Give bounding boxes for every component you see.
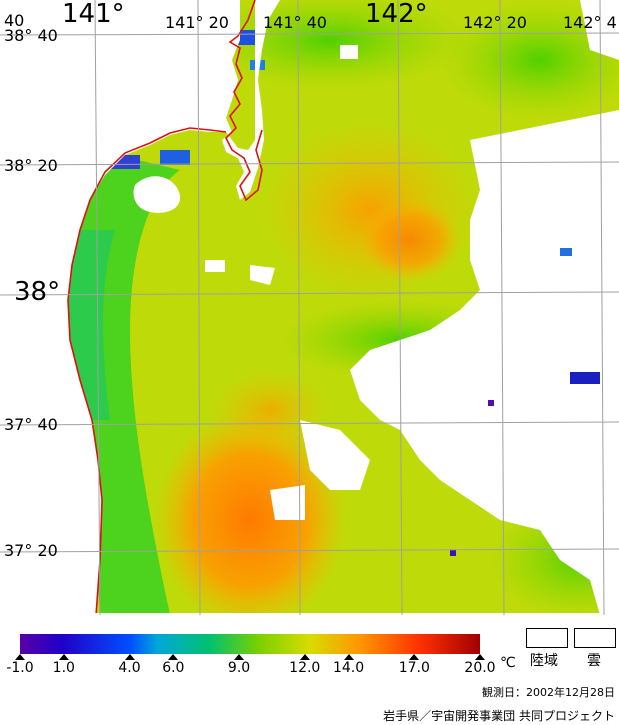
lon-label-142: 142°: [365, 0, 428, 29]
scale-tick-label: 20.0: [464, 660, 496, 676]
scale-tick-mark: [299, 654, 310, 660]
land-label: 陸域: [530, 653, 558, 669]
scale-tick-label: 1.0: [52, 660, 75, 676]
scale-tick-mark: [15, 654, 25, 660]
lat-label-38: 38°: [14, 277, 60, 307]
scale-tick-label: 9.0: [227, 660, 251, 676]
lon-label-141: 141°: [62, 0, 125, 29]
scale-tick-label: 17.0: [398, 660, 430, 676]
sst-map: 40 141° 141° 20 141° 40 142° 142° 20 142…: [0, 0, 619, 615]
lat-label-37-40: 37° 40: [4, 415, 58, 434]
scale-tick-mark: [234, 654, 245, 660]
lon-label-142-40: 142° 4: [563, 13, 617, 32]
lat-label-38-20: 38° 20: [4, 156, 58, 175]
grid-labels: 40 141° 141° 20 141° 40 142° 142° 20 142…: [4, 0, 617, 560]
scale-tick-mark: [343, 654, 354, 660]
corner-label: 40: [4, 11, 24, 30]
scale-tick-mark: [475, 654, 485, 660]
lon-label-141-20: 141° 20: [165, 13, 229, 32]
lon-label-142-20: 142° 20: [463, 13, 527, 32]
scale-tick-mark: [58, 654, 69, 660]
cloud-swatch: [574, 628, 616, 648]
observation-date: 観測日：2002年12月28日: [482, 686, 615, 699]
cloud-areas: [133, 0, 619, 615]
scale-tick-label: 6.0: [162, 660, 185, 676]
lat-lon-grid: [0, 0, 619, 615]
scale-tick-mark: [409, 654, 420, 660]
lat-label-37-20: 37° 20: [4, 541, 58, 560]
scale-tick-mark: [124, 654, 135, 660]
lon-label-141-40: 141° 40: [263, 13, 327, 32]
scale-tick-mark: [168, 654, 179, 660]
scale-tick-label: 14.0: [332, 660, 365, 676]
credit-line: 岩手県／宇宙開発事業団 共同プロジェクト: [383, 709, 615, 723]
scale-tick-label: 12.0: [289, 660, 321, 676]
scale-tick-label: -1.0: [6, 660, 34, 676]
land-swatch: [526, 628, 568, 648]
scale-tick-label: 4.0: [118, 660, 141, 676]
land-area: [0, 0, 280, 615]
lat-label-38-40: 38° 40: [4, 26, 58, 45]
temperature-color-scale: [20, 634, 480, 654]
cloud-label: 雲: [587, 653, 601, 669]
unit-label: ℃: [500, 655, 516, 671]
